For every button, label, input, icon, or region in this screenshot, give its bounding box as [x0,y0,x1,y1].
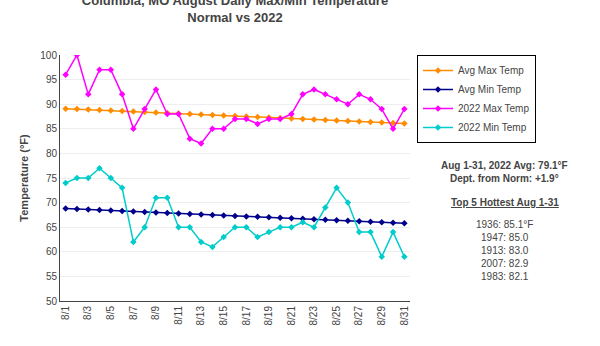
svg-text:8/27: 8/27 [353,306,364,326]
svg-text:Avg Max Temp: Avg Max Temp [458,65,524,76]
svg-text:80: 80 [46,148,58,159]
svg-text:8/7: 8/7 [128,306,139,320]
svg-text:50: 50 [46,296,58,307]
svg-text:90: 90 [46,99,58,110]
svg-text:8/25: 8/25 [331,306,342,326]
svg-text:Avg Min Temp: Avg Min Temp [458,84,521,95]
svg-text:8/3: 8/3 [82,306,93,320]
svg-text:8/21: 8/21 [286,306,297,326]
svg-text:8/15: 8/15 [218,306,229,326]
svg-text:Aug 1-31, 2022 Avg: 79.1°FDept: Aug 1-31, 2022 Avg: 79.1°FDept. from Nor… [441,160,568,184]
svg-text:8/13: 8/13 [195,306,206,326]
svg-text:8/1: 8/1 [60,306,71,320]
svg-text:60: 60 [46,246,58,257]
svg-text:8/19: 8/19 [263,306,274,326]
svg-text:75: 75 [46,173,58,184]
svg-text:8/9: 8/9 [150,306,161,320]
svg-text:8/17: 8/17 [241,306,252,326]
svg-text:8/11: 8/11 [173,306,184,325]
svg-text:70: 70 [46,197,58,208]
svg-text:8/23: 8/23 [308,306,319,326]
svg-text:8/5: 8/5 [105,306,116,320]
svg-text:Top 5 Hottest Aug 1-31: Top 5 Hottest Aug 1-31 [451,197,559,208]
svg-text:55: 55 [46,271,58,282]
svg-text:65: 65 [46,222,58,233]
svg-text:Columbia, MO August Daily Max/: Columbia, MO August Daily Max/Min Temper… [82,0,388,25]
svg-text:95: 95 [46,74,58,85]
svg-text:1936: 85.1°F1947: 85.01913: 83: 1936: 85.1°F1947: 85.01913: 83.02007: 82… [476,219,533,282]
svg-text:85: 85 [46,123,58,134]
svg-text:2022 Min Temp: 2022 Min Temp [458,122,527,133]
svg-text:8/29: 8/29 [376,306,387,326]
svg-text:100: 100 [40,50,57,61]
svg-text:8/31: 8/31 [399,306,410,326]
svg-text:Temperature (°F): Temperature (°F) [18,134,30,222]
svg-text:2022 Max Temp: 2022 Max Temp [458,103,529,114]
